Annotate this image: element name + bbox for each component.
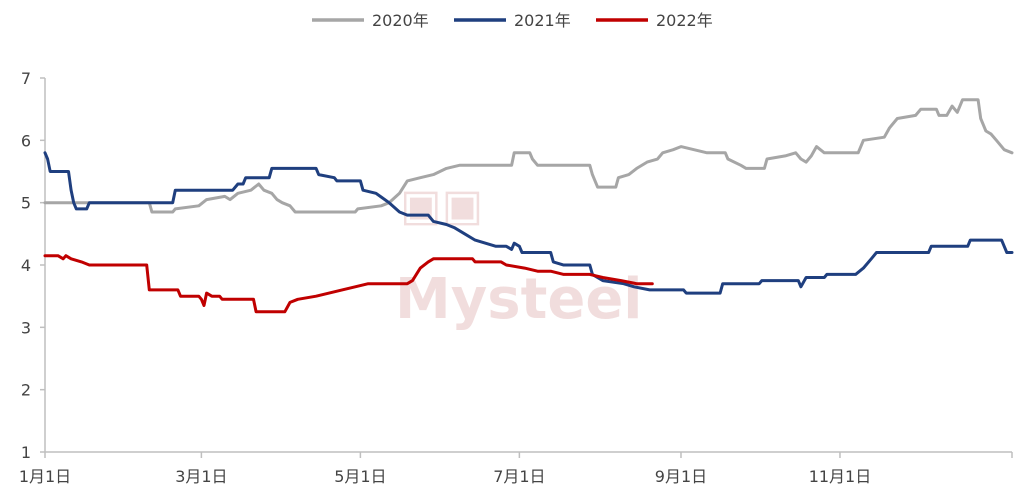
series-line-1 (43, 98, 1014, 214)
legend-label-1: 2020年 (372, 11, 429, 30)
series-layer (43, 98, 1014, 314)
legend: 2020年 2021年 2022年 (312, 11, 713, 30)
y-tick-label: 7 (21, 69, 31, 88)
y-tick-label: 5 (21, 194, 31, 213)
y-tick-label: 4 (21, 256, 31, 275)
x-tick-label: 7月1日 (493, 467, 545, 486)
series-line-2 (43, 151, 1014, 295)
y-axis: 1 2 3 4 5 6 7 (21, 69, 46, 462)
x-axis: 1月1日 3月1日 5月1日 7月1日 9月1日 11月1日 (19, 451, 1013, 486)
y-tick-label: 2 (21, 381, 31, 400)
x-tick-label: 11月1日 (809, 467, 872, 486)
y-tick-label: 3 (21, 318, 31, 337)
x-tick-label: 1月1日 (19, 467, 71, 486)
x-tick-label: 9月1日 (655, 467, 707, 486)
series-line-3 (43, 254, 654, 314)
y-tick-label: 6 (21, 131, 31, 150)
watermark: ▣▣ Mysteel (395, 180, 643, 332)
legend-label-2: 2021年 (514, 11, 571, 30)
legend-label-3: 2022年 (656, 11, 713, 30)
x-tick-label: 5月1日 (334, 467, 386, 486)
x-tick-label: 3月1日 (175, 467, 227, 486)
y-tick-label: 1 (21, 443, 31, 462)
